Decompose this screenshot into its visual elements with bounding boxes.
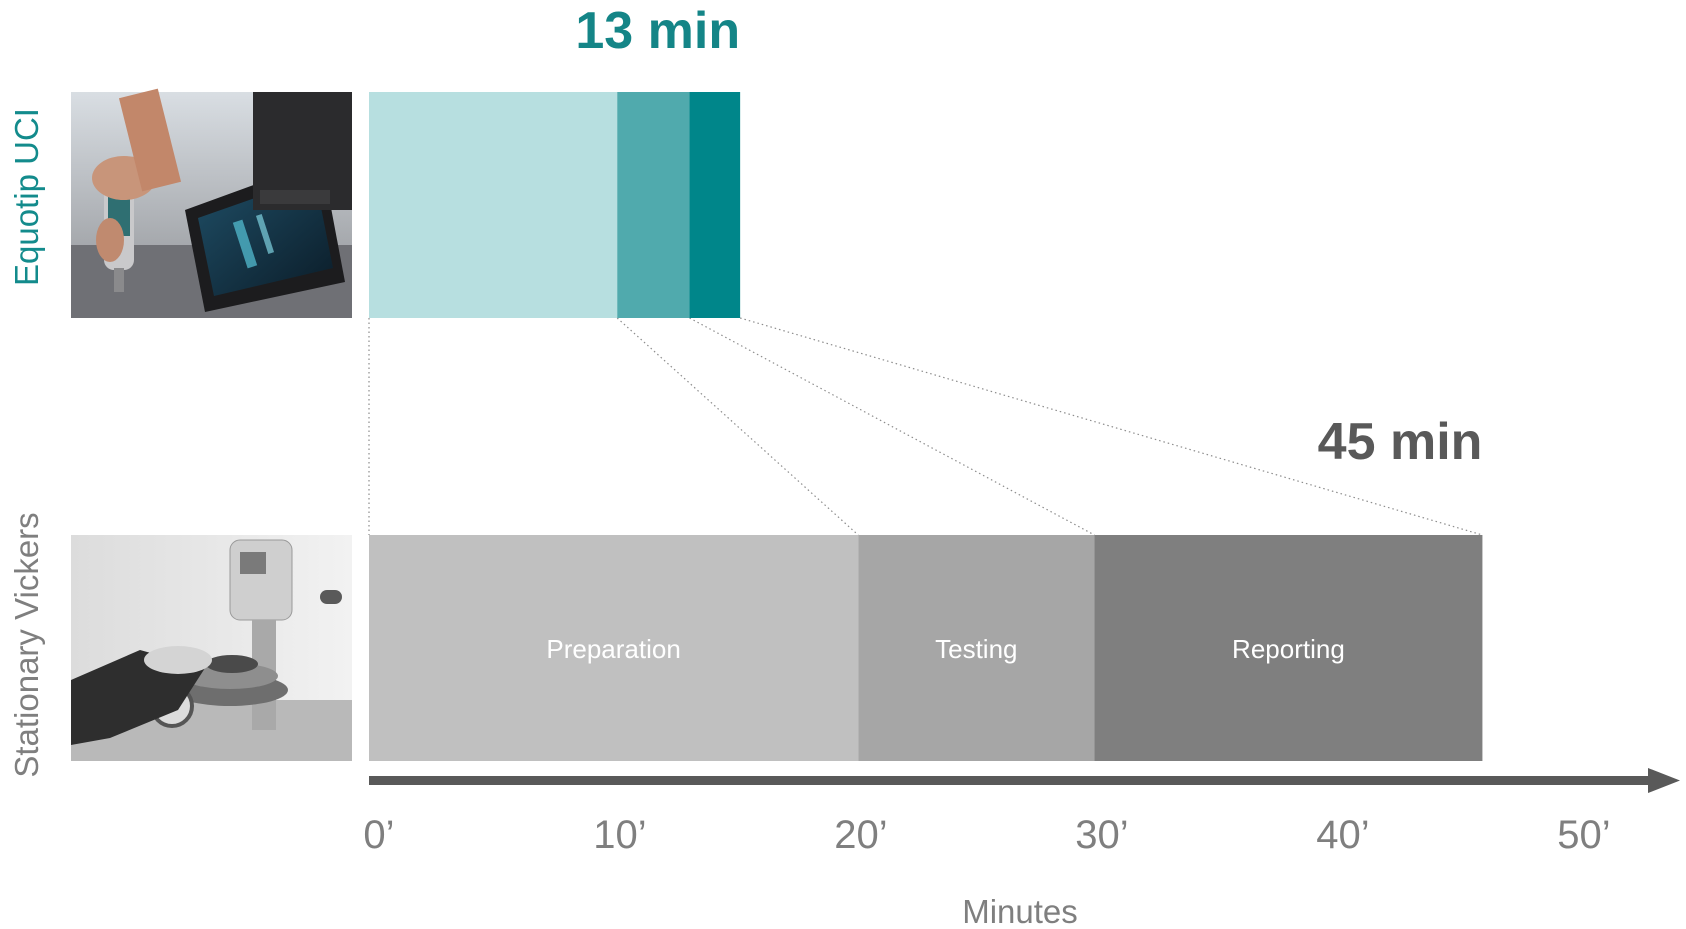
x-axis-arrow (369, 768, 1680, 793)
segment-label-reporting: Reporting (1232, 634, 1345, 664)
bar-testing-stationary-vickers (858, 535, 1095, 761)
connector-line (616, 317, 859, 536)
x-tick-labels: 0’ 10’ 20’ 30’ 40’ 50’ (363, 813, 1610, 857)
segment-label-testing: Testing (935, 634, 1017, 664)
x-tick-label: 40’ (1316, 813, 1369, 857)
x-axis-arrowhead (1648, 768, 1680, 793)
bar-preparation-equotip (369, 92, 618, 318)
stationary-vickers-photo (71, 535, 352, 761)
x-tick-label: 0’ (363, 813, 394, 857)
x-axis-line (369, 776, 1650, 785)
x-axis-label: Minutes (962, 893, 1078, 929)
category-label-equotip: Equotip UCI (8, 108, 45, 286)
x-tick-label: 20’ (834, 813, 887, 857)
category-label-stationary-vickers: Stationary Vickers (8, 512, 45, 777)
connector-lines (368, 317, 1483, 536)
bar-preparation-stationary-vickers (369, 535, 859, 761)
connector-line (689, 317, 1095, 536)
bar-reporting-stationary-vickers (1094, 535, 1483, 761)
x-tick-label: 10’ (593, 813, 646, 857)
bar-testing-equotip (617, 92, 690, 318)
segment-labels: Preparation Testing Reporting (546, 634, 1344, 664)
x-tick-label: 30’ (1075, 813, 1128, 857)
segment-label-preparation: Preparation (546, 634, 680, 664)
bar-reporting-equotip (689, 92, 741, 318)
equotip-device-photo (71, 88, 352, 318)
bars (369, 92, 1483, 761)
connector-line (739, 317, 1483, 536)
x-tick-label: 50’ (1557, 813, 1610, 857)
total-label-stationary-vickers: 45 min (1318, 413, 1483, 471)
total-label-equotip: 13 min (575, 2, 740, 60)
